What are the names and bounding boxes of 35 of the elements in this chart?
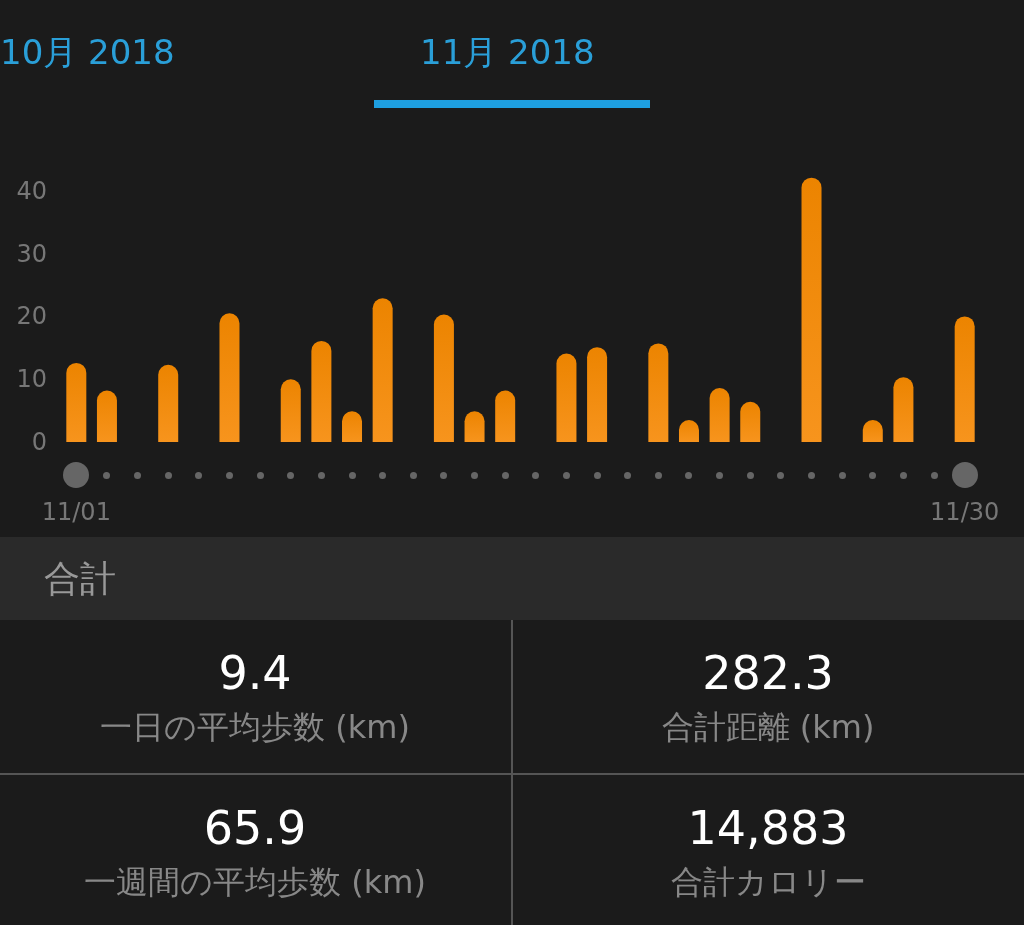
text: 合計距離 (km) <box>660 707 876 748</box>
bar <box>96 390 117 442</box>
x-tick-label: 11/30 <box>930 498 1000 526</box>
bar <box>556 353 577 442</box>
y-tick-label: 30 <box>16 239 47 268</box>
text: 合計カロリー <box>669 862 867 903</box>
y-tick-label: 40 <box>16 176 47 205</box>
bar <box>495 390 516 442</box>
bar <box>311 340 332 442</box>
text: 一日の平均歩数 (km) <box>99 707 411 748</box>
text: 282.3 <box>701 646 835 700</box>
y-tick-label: 0 <box>31 428 47 456</box>
text: 合計 <box>44 557 116 601</box>
text: 一週間の平均歩数 (km) <box>83 862 427 903</box>
bar <box>709 388 730 442</box>
bar <box>219 313 240 442</box>
bar <box>372 298 393 442</box>
bar <box>801 177 822 442</box>
text: 9.4 <box>217 646 293 700</box>
x-tick-label: 11/01 <box>41 498 111 526</box>
bar <box>587 347 608 442</box>
chart-title: 11月 2018 <box>420 31 595 74</box>
bar <box>954 316 975 442</box>
bar <box>280 379 301 442</box>
text: 65.9 <box>202 801 308 855</box>
text: 10月 2018 <box>0 31 175 74</box>
bar <box>893 377 914 442</box>
bar <box>648 343 669 442</box>
text: 14,883 <box>686 801 850 855</box>
y-tick-label: 10 <box>16 365 47 394</box>
bar <box>740 401 761 442</box>
bar <box>66 362 87 442</box>
bar <box>433 314 454 442</box>
bar <box>158 364 179 442</box>
y-tick-label: 20 <box>16 302 47 331</box>
